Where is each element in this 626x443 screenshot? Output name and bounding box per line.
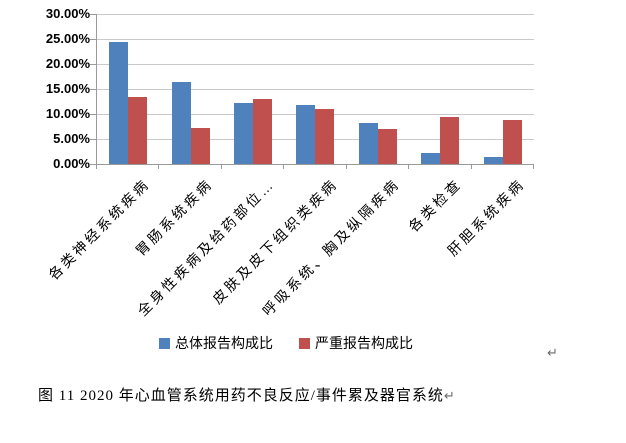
plot-area — [96, 14, 534, 165]
legend-label: 总体报告构成比 — [175, 335, 273, 351]
y-tick-mark — [90, 114, 96, 115]
bar-严重报告构成比 — [190, 128, 210, 164]
y-tick-mark — [90, 39, 96, 40]
x-tick-mark — [408, 165, 410, 169]
x-tick-mark — [220, 165, 222, 169]
figure-caption: 图 11 2020 年心血管系统用药不良反应/事件累及器官系统↵ — [38, 384, 456, 405]
bar-group — [222, 14, 284, 164]
bar-总体报告构成比 — [358, 122, 378, 164]
bar-group — [159, 14, 221, 164]
bar-总体报告构成比 — [421, 152, 441, 164]
bar-严重报告构成比 — [440, 116, 460, 164]
gridline — [97, 64, 534, 65]
bar-group — [284, 14, 346, 164]
y-tick-mark — [90, 139, 96, 140]
bar-严重报告构成比 — [128, 96, 148, 164]
bar-总体报告构成比 — [296, 104, 316, 164]
y-tick-label: 15.00% — [45, 81, 90, 96]
y-tick-label: 5.00% — [53, 131, 90, 146]
bar-严重报告构成比 — [502, 120, 522, 164]
chart-object[interactable]: 30.00% 25.00% 20.00% 15.00% 10.00% 5.00% 0.00%… — [0, 0, 626, 375]
x-tick-mark — [470, 165, 472, 169]
y-tick-label: 25.00% — [45, 31, 90, 46]
legend-item: 严重报告构成比 — [299, 333, 413, 353]
legend-label: 严重报告构成比 — [315, 335, 413, 351]
gridline — [97, 89, 534, 90]
bar-严重报告构成比 — [253, 98, 273, 164]
y-tick-label: 0.00% — [53, 156, 90, 171]
bar-总体报告构成比 — [171, 82, 191, 164]
category-label: 各类神经系统疾病 — [45, 175, 153, 283]
bar-总体报告构成比 — [483, 156, 503, 164]
bar-严重报告构成比 — [315, 108, 335, 164]
y-tick-label: 30.00% — [45, 6, 90, 21]
legend-swatch — [159, 337, 170, 349]
gridline — [97, 14, 534, 15]
bar-总体报告构成比 — [234, 102, 254, 164]
paragraph-mark: ↵ — [547, 346, 558, 361]
bar-group — [409, 14, 471, 164]
legend-item: 总体报告构成比 — [159, 333, 273, 353]
category-label: 各类检查 — [405, 175, 466, 235]
bar-group — [472, 14, 534, 164]
x-tick-mark — [533, 165, 534, 169]
y-tick-mark — [90, 164, 96, 165]
x-tick-mark — [283, 165, 285, 169]
x-tick-mark — [96, 165, 97, 169]
bar-group — [347, 14, 409, 164]
gridline — [97, 39, 534, 40]
x-tick-mark — [345, 165, 347, 169]
y-tick-label: 10.00% — [45, 106, 90, 121]
x-tick-mark — [158, 165, 160, 169]
y-tick-label: 20.00% — [45, 56, 90, 71]
bar-严重报告构成比 — [377, 129, 397, 164]
legend: 总体报告构成比 严重报告构成比 — [36, 333, 536, 353]
caption-return-mark: ↵ — [443, 389, 456, 404]
caption-text: 图 11 2020 年心血管系统用药不良反应/事件累及器官系统 — [38, 388, 444, 404]
y-tick-mark — [90, 64, 96, 65]
bar-groups — [97, 14, 534, 164]
bar-总体报告构成比 — [109, 41, 129, 164]
y-tick-mark — [90, 14, 96, 15]
bar-group — [97, 14, 159, 164]
y-tick-mark — [90, 89, 96, 90]
legend-swatch — [299, 337, 310, 349]
